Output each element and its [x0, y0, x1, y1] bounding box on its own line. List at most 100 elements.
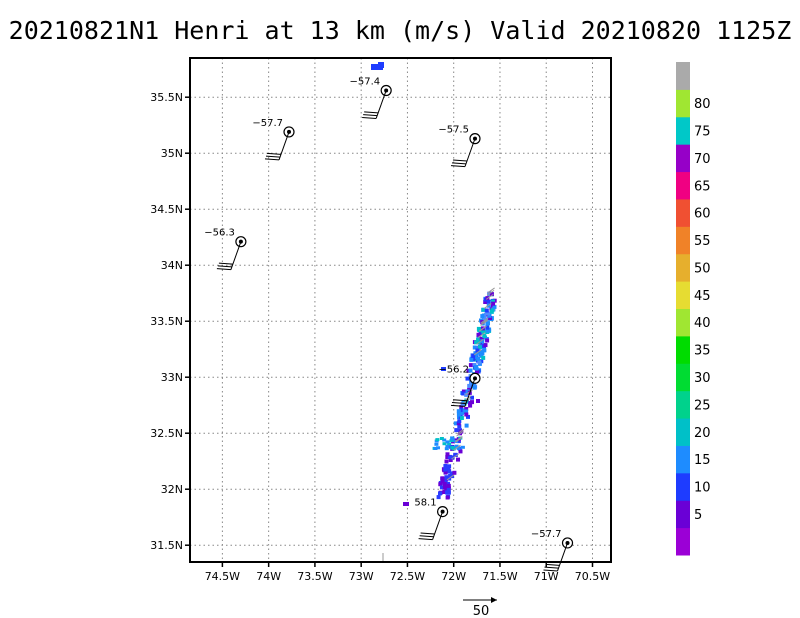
y-tick-label: 35N — [161, 147, 183, 160]
swath-cell — [378, 62, 384, 68]
swath-cell — [487, 313, 492, 318]
swath-cell — [466, 414, 470, 419]
wind-barb-flag — [452, 159, 468, 162]
swath-cell — [485, 338, 490, 343]
y-axis-ticks: 31.5N 32N 32.5N 33N 33.5N 34N 34.5N 35N 35.5N — [150, 91, 190, 552]
wind-barb-flag — [363, 114, 378, 117]
swath-cell — [475, 348, 480, 353]
swath-cell — [472, 345, 477, 350]
colorbar-segment — [676, 116, 690, 145]
wind-barb-flag — [543, 569, 558, 572]
dropsonde-label: −57.5 — [438, 125, 469, 136]
reference-arrow-head — [491, 597, 497, 603]
swath-cell — [435, 438, 440, 442]
swath-cell — [476, 356, 481, 361]
swath-cell — [438, 482, 443, 487]
wind-barb-flag — [544, 566, 559, 569]
wind-vector — [480, 320, 488, 326]
swath-cell — [459, 407, 464, 412]
swath-cell — [442, 442, 447, 446]
colorbar-label: 15 — [694, 453, 711, 468]
swath-cell — [445, 495, 450, 500]
swath-cell — [434, 442, 439, 446]
swath-cell — [433, 447, 438, 450]
swath-cell — [473, 351, 478, 356]
swath-cell — [442, 482, 447, 486]
swath-cell — [445, 440, 450, 444]
swath-cell — [459, 405, 464, 409]
dropsonde-label: −57.4 — [350, 76, 381, 87]
colorbar-label: 70 — [694, 152, 711, 167]
swath-cell — [444, 459, 449, 464]
swath-cell — [442, 479, 447, 484]
colorbar-label: 80 — [694, 97, 711, 112]
swath-cell — [446, 487, 451, 492]
colorbar-label: 75 — [694, 125, 711, 140]
y-tick-label: 32.5N — [150, 427, 183, 440]
colorbar-segment — [676, 281, 690, 309]
wind-barb-staff — [230, 241, 242, 270]
wind-vector — [480, 317, 489, 324]
swath-cell — [448, 458, 453, 462]
swath-cell — [480, 314, 485, 319]
colorbar-label: 50 — [694, 261, 711, 276]
swath-cell — [444, 487, 449, 492]
wind-barb-staff — [432, 511, 444, 540]
swath-cell — [439, 437, 444, 440]
swath-cell — [476, 332, 481, 337]
colorbar-label: 5 — [694, 508, 702, 523]
dropsonde-markers: −57.4 −57.7 −57.5 −56.3 −56.2 58.1 −57.7 — [204, 76, 574, 572]
swath-cell — [475, 369, 479, 374]
swath-cell — [460, 401, 465, 406]
swath-cell — [488, 316, 492, 320]
swath-cell — [440, 479, 445, 484]
colorbar-label: 30 — [694, 371, 711, 386]
swath-cell — [473, 357, 478, 362]
wind-vector — [486, 289, 495, 296]
swath-cell — [446, 466, 450, 471]
x-tick-label: 72.5W — [390, 570, 425, 583]
swath-cell — [481, 329, 486, 334]
swath-cell — [476, 326, 481, 331]
wind-vector — [465, 389, 473, 396]
swath-cell — [445, 452, 450, 457]
swath-cell — [371, 64, 383, 70]
swath-cell — [461, 391, 466, 396]
swath-cell — [491, 299, 495, 304]
swath-cell — [443, 470, 448, 475]
swath-cell — [442, 438, 447, 442]
wind-barb-flag — [451, 402, 467, 405]
wind-vector — [451, 453, 459, 460]
y-tick-label: 35.5N — [150, 91, 183, 104]
colorbar-segment — [676, 363, 690, 392]
colorbar-label: 40 — [694, 316, 711, 331]
wind-vector — [454, 437, 463, 443]
swath-cell — [459, 411, 464, 416]
swath-cell — [492, 304, 497, 309]
swath-cell — [479, 353, 484, 358]
wind-vector — [453, 444, 461, 451]
swath-cell — [489, 309, 494, 314]
wind-barb-flag — [266, 152, 282, 155]
colorbar-label: 35 — [694, 344, 711, 359]
colorbar-segment — [676, 527, 690, 556]
dropsonde-label: −57.7 — [252, 118, 283, 129]
wind-barb-flag — [364, 111, 379, 114]
x-tick-label: 71.5W — [482, 570, 517, 583]
wind-barb-flag — [418, 538, 433, 541]
wind-barb-flag — [218, 262, 233, 265]
wind-barb-flag — [216, 268, 231, 271]
swath-cell — [482, 334, 487, 338]
wind-barb-staff — [278, 131, 290, 161]
wind-barb-flag — [451, 162, 467, 165]
swath-cell — [447, 464, 452, 469]
colorbar-segment — [676, 89, 690, 118]
x-tick-label: 74.5W — [205, 570, 240, 583]
swath-cell — [451, 447, 456, 451]
colorbar-segment — [676, 171, 690, 200]
wind-vector — [478, 325, 487, 332]
wind-vector — [487, 287, 495, 294]
swath-cell — [486, 311, 490, 316]
swath-cell — [450, 455, 455, 460]
wind-barb-flag — [420, 532, 435, 535]
